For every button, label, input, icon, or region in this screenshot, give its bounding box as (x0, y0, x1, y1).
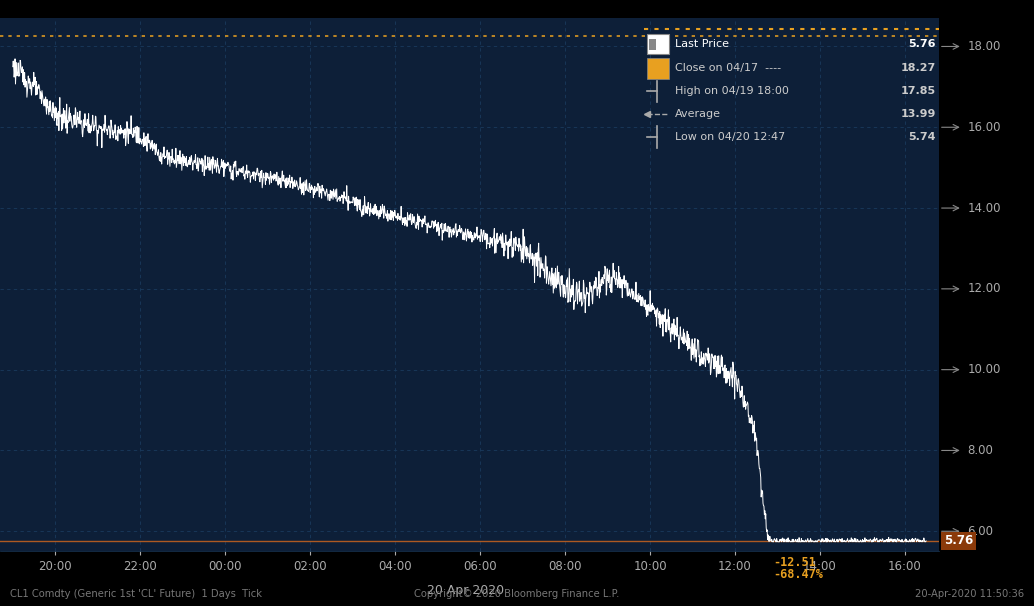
Text: 20 Apr 2020: 20 Apr 2020 (427, 584, 504, 598)
Text: 13.99: 13.99 (901, 109, 936, 119)
Text: High on 04/19 18:00: High on 04/19 18:00 (675, 86, 789, 96)
Text: 6.00: 6.00 (968, 525, 994, 538)
Text: Copyright© 2020 Bloomberg Finance L.P.: Copyright© 2020 Bloomberg Finance L.P. (415, 588, 619, 599)
Text: -12.51: -12.51 (773, 556, 816, 568)
Text: 5.76: 5.76 (909, 39, 936, 49)
Bar (648, 39, 656, 50)
Text: Low on 04/20 12:47: Low on 04/20 12:47 (675, 132, 786, 142)
Text: 20-Apr-2020 11:50:36: 20-Apr-2020 11:50:36 (914, 588, 1024, 599)
Text: 16.00: 16.00 (968, 121, 1001, 134)
Bar (647, 34, 669, 55)
Text: 18.00: 18.00 (968, 40, 1001, 53)
Text: 14.00: 14.00 (968, 202, 1001, 215)
Bar (647, 58, 669, 79)
Text: 5.74: 5.74 (909, 132, 936, 142)
Text: Last Price: Last Price (675, 39, 729, 49)
Text: 17.85: 17.85 (901, 86, 936, 96)
Text: 12.00: 12.00 (968, 282, 1001, 295)
Text: Close on 04/17  ----: Close on 04/17 ---- (675, 64, 782, 73)
Text: CL1 Comdty (Generic 1st 'CL' Future)  1 Days  Tick: CL1 Comdty (Generic 1st 'CL' Future) 1 D… (10, 588, 263, 599)
Text: 8.00: 8.00 (968, 444, 994, 457)
Text: 10.00: 10.00 (968, 363, 1001, 376)
Text: 18.27: 18.27 (901, 64, 936, 73)
Text: Average: Average (675, 109, 721, 119)
Text: -68.47%: -68.47% (773, 568, 823, 581)
Text: 5.76: 5.76 (944, 534, 973, 547)
